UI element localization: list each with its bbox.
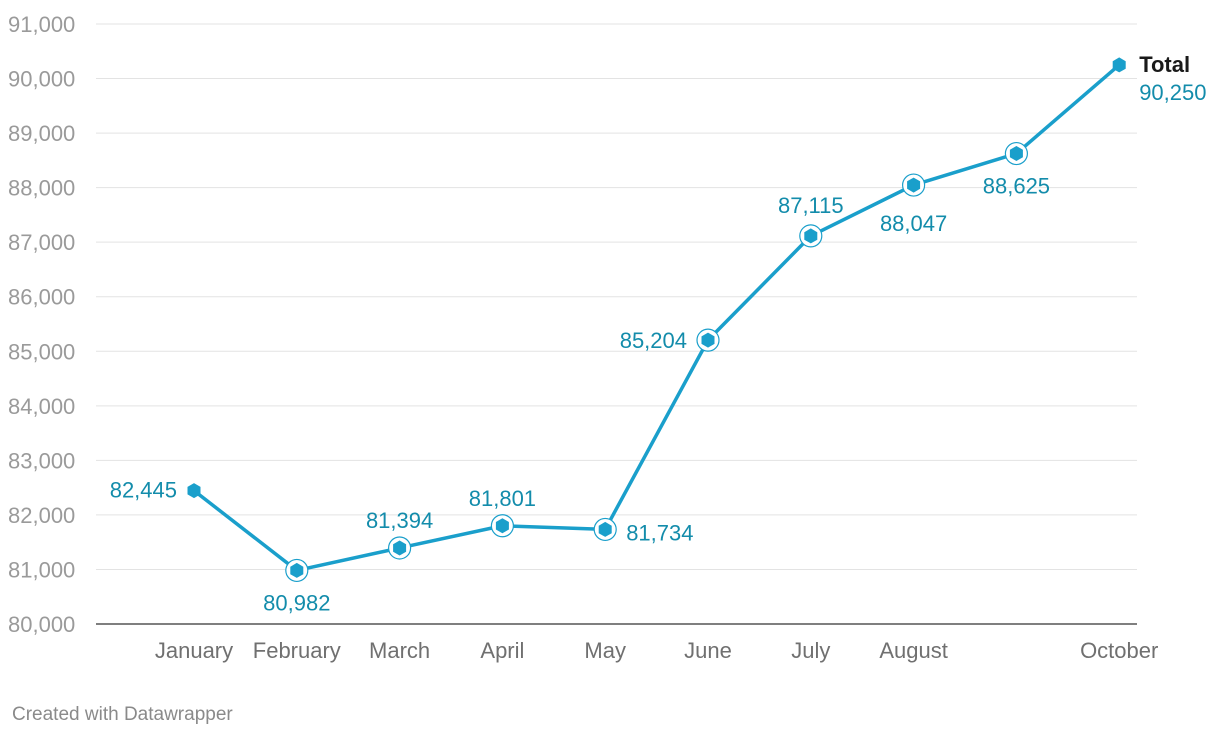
data-label: 80,982 (263, 590, 330, 615)
y-axis: 80,000 81,000 82,000 83,000 84,000 85,000 86,0… (8, 12, 75, 637)
x-tick-label: May (584, 638, 626, 663)
point-marker (598, 521, 612, 537)
x-tick-label: February (253, 638, 341, 663)
data-point (593, 517, 617, 542)
x-tick-label: July (791, 638, 830, 663)
data-label: 87,115 (778, 193, 844, 218)
data-label: 88,047 (880, 211, 947, 236)
data-label: 81,734 (626, 520, 693, 545)
y-tick-label: 91,000 (8, 12, 75, 37)
x-tick-label: August (879, 638, 948, 663)
gridlines (96, 23, 1137, 625)
point-marker (701, 332, 715, 348)
data-point (1112, 57, 1126, 73)
series-line (192, 63, 1121, 573)
data-label: 81,394 (366, 508, 433, 533)
point-marker (495, 518, 509, 534)
data-label: 85,204 (620, 328, 687, 353)
point-marker (393, 540, 407, 556)
y-tick-label: 83,000 (8, 448, 75, 473)
y-tick-label: 85,000 (8, 339, 75, 364)
y-tick-label: 86,000 (8, 285, 75, 310)
data-label: 82,445 (110, 478, 177, 503)
x-tick-label: April (480, 638, 524, 663)
data-labels: 82,445 80,982 81,394 81,801 81,734 85,204 87,1… (110, 80, 1207, 616)
data-label: 88,625 (983, 174, 1050, 199)
x-tick-label: March (369, 638, 430, 663)
credit-text: Created with Datawrapper (12, 704, 233, 725)
x-tick-label: January (155, 638, 233, 663)
point-marker (290, 562, 304, 578)
point-marker (1009, 146, 1023, 161)
data-points (187, 57, 1126, 583)
data-point (490, 514, 514, 538)
data-point (799, 224, 823, 248)
x-tick-label: June (684, 638, 732, 663)
data-point (388, 536, 412, 560)
point-marker (907, 177, 921, 193)
y-tick-label: 84,000 (8, 394, 75, 419)
y-tick-label: 82,000 (8, 503, 75, 528)
data-point (696, 328, 720, 352)
y-tick-label: 80,000 (8, 612, 75, 637)
y-tick-label: 81,000 (8, 557, 75, 582)
x-axis: January February March April May June July Augu… (155, 638, 1158, 663)
point-marker (804, 228, 818, 244)
x-tick-label: October (1080, 638, 1158, 663)
data-label: 90,250 (1139, 80, 1206, 105)
data-point (285, 558, 309, 583)
data-point (901, 173, 926, 197)
y-tick-label: 90,000 (8, 67, 75, 92)
data-label: 81,801 (469, 486, 536, 511)
y-tick-label: 89,000 (8, 121, 75, 146)
y-tick-label: 87,000 (8, 230, 75, 255)
y-tick-label: 88,000 (8, 176, 75, 201)
chart-canvas: 80,000 81,000 82,000 83,000 84,000 85,000 86,0… (8, 12, 1207, 663)
series-name-label: Total (1139, 52, 1190, 77)
point-marker (187, 483, 201, 499)
point-marker (1112, 57, 1126, 73)
data-point (187, 483, 201, 499)
data-point (1004, 141, 1029, 166)
